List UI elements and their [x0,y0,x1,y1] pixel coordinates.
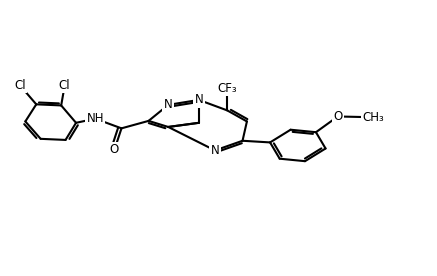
Text: N: N [211,144,219,157]
Text: CH₃: CH₃ [363,110,385,124]
Text: N: N [194,93,203,107]
Text: N: N [164,98,173,112]
Text: O: O [333,110,343,123]
Text: CF₃: CF₃ [218,82,237,95]
Text: O: O [110,143,119,156]
Text: Cl: Cl [59,79,70,92]
Text: Cl: Cl [14,79,26,92]
Text: NH: NH [87,112,104,125]
